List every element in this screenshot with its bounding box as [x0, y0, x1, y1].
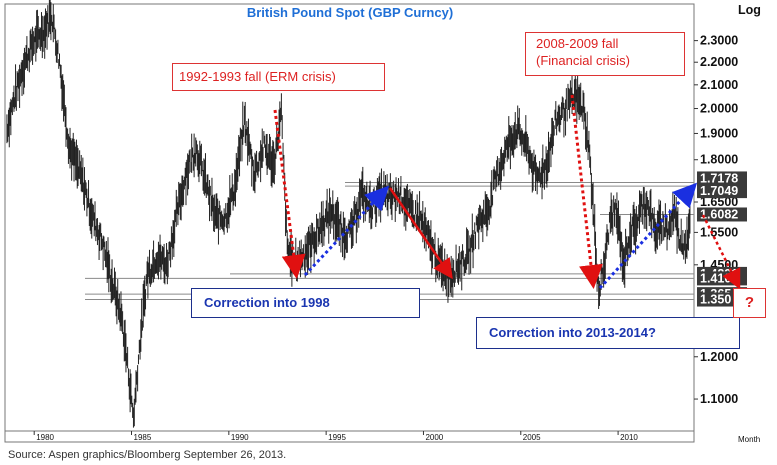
level-tag-label: 1.410: [700, 271, 731, 285]
x-tick-label: 1980: [36, 433, 54, 442]
chart-title: British Pound Spot (GBP Curncy): [247, 5, 453, 20]
fall-1997-2000-arrow: [388, 187, 453, 280]
x-tick-label: 2000: [425, 433, 443, 442]
level-tag-label: 1.350: [700, 293, 731, 307]
x-tick-label: 2010: [620, 433, 638, 442]
x-tick-label: 2005: [523, 433, 541, 442]
level-tag-label: 1.6082: [700, 207, 738, 221]
y-tick-label: 1.8000: [700, 153, 738, 167]
level-tag: 1.7049: [697, 184, 747, 199]
y-tick-label: 2.1000: [700, 78, 738, 92]
y-tick-label: 1.2000: [700, 350, 738, 364]
y-tick-label: 1.9000: [700, 126, 738, 140]
x-tick-label: 1985: [134, 433, 152, 442]
y-tick-label: 1.1000: [700, 392, 738, 406]
level-tag: 1.410: [697, 271, 747, 286]
level-tag: 1.7178: [697, 171, 747, 186]
y-axis-label: Log: [738, 3, 761, 17]
level-tag-label: 1.7049: [700, 184, 738, 198]
y-tick-label: 2.3000: [700, 34, 738, 48]
correction-2013-label: Correction into 2013-2014?: [476, 317, 740, 349]
financial-crisis-fall-arrow: [570, 94, 603, 289]
financial-crisis-line1: 2008-2009 fall: [536, 36, 619, 51]
erm-crisis-label: 1992-1993 fall (ERM crisis): [172, 63, 385, 91]
y-tick-label: 1.5500: [700, 225, 738, 239]
correction-1998-label: Correction into 1998: [191, 288, 420, 318]
question-mark-box: ?: [733, 288, 766, 318]
y-tick-label: 1.6500: [700, 195, 738, 209]
projected-fall-arrow: [701, 214, 741, 290]
y-tick-label: 2.0000: [700, 102, 738, 116]
x-tick-label: 1990: [231, 433, 249, 442]
financial-crisis-line2: (Financial crisis): [536, 53, 630, 68]
source-note: Source: Aspen graphics/Bloomberg Septemb…: [8, 449, 287, 461]
x-tick-label: 1995: [328, 433, 346, 442]
price-series: [6, 0, 691, 428]
x-axis-label: Month: [738, 435, 760, 444]
y-tick-label: 2.2000: [700, 55, 738, 69]
x-axis-band: [4, 430, 695, 443]
financial-crisis-label: 2008-2009 fall (Financial crisis): [525, 32, 685, 76]
rise-1993-1997-arrow: [303, 185, 390, 277]
level-tag-label: 1.7178: [700, 171, 738, 185]
rise-2009-2013-arrow: [598, 182, 698, 290]
level-tag: 1.6082: [697, 207, 747, 222]
y-axis-ticks: 2.3000 2.2000 2.1000 2.0000 1.9000 1.8000 1.65…: [694, 34, 738, 406]
x-axis-ticks: 1980 1985 1990 1995 2000 2005 2010: [33, 431, 638, 442]
